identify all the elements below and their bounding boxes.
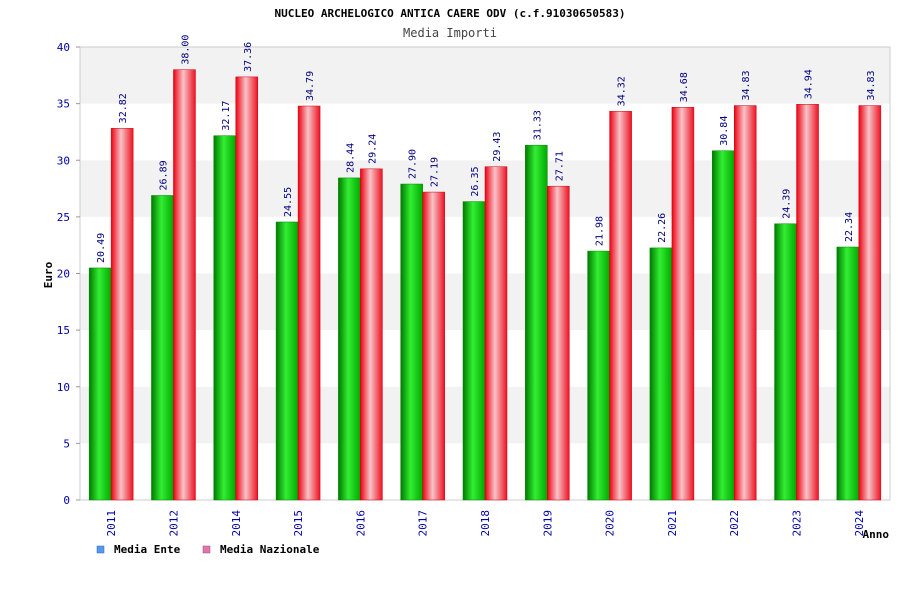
label-media-nazionale-2011: 32.82 <box>118 93 129 123</box>
x-axis-ticks: 2011 2012 2014 2015 2016 2017 2018 2019 2020 2021… <box>105 510 866 537</box>
bar-media-ente-2022 <box>711 150 735 501</box>
label-media-nazionale-2014: 37.36 <box>243 42 254 72</box>
bar-media-nazionale-2021 <box>671 106 695 501</box>
label-media-ente-2023: 24.39 <box>782 189 793 219</box>
label-media-nazionale-2024: 34.83 <box>866 70 877 100</box>
bar-media-nazionale-2016 <box>360 168 383 501</box>
label-media-ente-2017: 27.90 <box>408 149 419 179</box>
bar-media-ente-2011 <box>88 267 112 501</box>
label-media-nazionale-2020: 34.32 <box>617 76 628 106</box>
grid-band <box>80 47 890 104</box>
x-tick-label-2024: 2024 <box>853 510 866 537</box>
label-media-ente-2019: 31.33 <box>532 110 543 140</box>
bar-media-ente-2015 <box>275 221 299 501</box>
label-media-ente-2012: 26.89 <box>158 160 169 190</box>
label-media-ente-2016: 28.44 <box>345 143 356 173</box>
y-tick-label: 5 <box>63 437 70 450</box>
bar-media-nazionale-2024 <box>858 105 882 501</box>
data-labels: 20.49 32.82 26.89 38.00 32.17 37.36 24.55 34.79… <box>96 35 877 263</box>
grid-band <box>80 103 890 161</box>
bar-media-ente-2018 <box>462 201 486 501</box>
bar-media-nazionale-2017 <box>422 191 445 501</box>
label-media-nazionale-2012: 38.00 <box>180 35 191 65</box>
y-tick-label: 0 <box>63 494 70 507</box>
bar-media-ente-2012 <box>151 195 174 501</box>
x-tick-label-2020: 2020 <box>604 510 617 537</box>
y-tick-label: 35 <box>57 98 70 111</box>
chart-title: NUCLEO ARCHELOGICO ANTICA CAERE ODV (c.f… <box>275 7 626 20</box>
chart-subtitle: Media Importi <box>403 26 497 40</box>
x-tick-label-2017: 2017 <box>417 510 430 537</box>
x-tick-label-2022: 2022 <box>728 510 741 537</box>
y-axis-label: Euro <box>42 261 55 288</box>
bar-media-nazionale-2012 <box>173 69 196 501</box>
legend: Media Ente Media Nazionale <box>96 543 320 556</box>
label-media-nazionale-2023: 34.94 <box>804 69 815 99</box>
legend-swatch-media-nazionale <box>202 545 211 554</box>
x-tick-label-2019: 2019 <box>541 510 554 537</box>
x-tick-label-2014: 2014 <box>230 510 243 537</box>
x-tick-label-2018: 2018 <box>479 510 492 537</box>
y-tick-label: 25 <box>57 211 70 224</box>
x-tick-label-2016: 2016 <box>354 510 367 537</box>
bar-media-ente-2017 <box>400 183 423 501</box>
x-tick-label-2012: 2012 <box>167 510 180 537</box>
x-tick-label-2011: 2011 <box>105 510 118 537</box>
bars <box>88 69 882 501</box>
bar-media-nazionale-2015 <box>297 105 321 501</box>
label-media-ente-2024: 22.34 <box>844 212 855 242</box>
y-tick-label: 30 <box>57 154 70 167</box>
label-media-nazionale-2017: 27.19 <box>430 157 441 187</box>
bar-media-nazionale-2020 <box>609 111 632 501</box>
bar-media-nazionale-2019 <box>547 185 570 501</box>
bar-media-ente-2024 <box>836 246 860 501</box>
bar-media-nazionale-2011 <box>110 128 134 501</box>
legend-label-media-nazionale: Media Nazionale <box>220 543 320 556</box>
bar-media-ente-2016 <box>338 177 361 501</box>
label-media-ente-2015: 24.55 <box>283 187 294 217</box>
bar-media-nazionale-2018 <box>484 166 508 501</box>
bar-media-ente-2023 <box>774 223 797 501</box>
bar-media-ente-2020 <box>587 250 610 501</box>
label-media-nazionale-2015: 34.79 <box>305 71 316 101</box>
y-tick-label: 40 <box>57 41 70 54</box>
label-media-ente-2011: 20.49 <box>96 233 107 263</box>
x-tick-label-2015: 2015 <box>292 510 305 537</box>
bar-media-nazionale-2014 <box>235 76 259 501</box>
bar-media-nazionale-2022 <box>733 105 757 501</box>
bar-media-ente-2021 <box>649 247 673 501</box>
bar-media-ente-2014 <box>213 135 237 501</box>
label-media-nazionale-2022: 34.83 <box>741 70 752 100</box>
bar-media-nazionale-2023 <box>796 104 819 501</box>
y-axis-ticks: 0 5 10 15 20 25 30 35 40 <box>57 41 80 507</box>
legend-label-media-ente: Media Ente <box>114 543 181 556</box>
x-tick-label-2021: 2021 <box>666 510 679 537</box>
label-media-nazionale-2018: 29.43 <box>492 132 503 162</box>
label-media-nazionale-2016: 29.24 <box>367 134 378 164</box>
label-media-ente-2018: 26.35 <box>470 166 481 196</box>
bar-media-ente-2019 <box>525 144 548 501</box>
legend-swatch-media-ente <box>96 545 105 554</box>
x-axis-label: Anno <box>863 528 890 541</box>
label-media-ente-2021: 22.26 <box>657 213 668 243</box>
label-media-ente-2014: 32.17 <box>221 101 232 131</box>
label-media-nazionale-2021: 34.68 <box>679 72 690 102</box>
y-tick-label: 10 <box>57 381 70 394</box>
y-tick-label: 20 <box>57 268 70 281</box>
label-media-nazionale-2019: 27.71 <box>554 151 565 181</box>
y-tick-label: 15 <box>57 324 70 337</box>
x-tick-label-2023: 2023 <box>791 510 804 537</box>
label-media-ente-2022: 30.84 <box>719 116 730 146</box>
label-media-ente-2020: 21.98 <box>595 216 606 246</box>
